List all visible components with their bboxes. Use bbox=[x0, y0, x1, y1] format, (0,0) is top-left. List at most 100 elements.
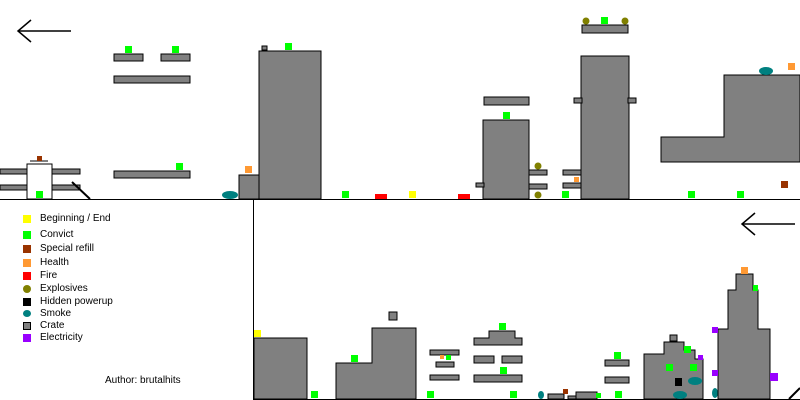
explosives-marker bbox=[534, 162, 542, 170]
ledge bbox=[573, 97, 583, 104]
platform bbox=[604, 376, 630, 384]
convict-marker bbox=[510, 391, 517, 398]
explosives-marker bbox=[534, 191, 542, 199]
square-icon bbox=[23, 298, 31, 306]
platform bbox=[483, 96, 530, 106]
author-credit: Author: brutalhits bbox=[105, 375, 181, 386]
crate-marker bbox=[669, 334, 678, 342]
platform bbox=[581, 24, 629, 34]
building bbox=[253, 337, 308, 400]
platform bbox=[562, 169, 582, 176]
explosives-marker bbox=[582, 17, 590, 25]
ledge bbox=[475, 182, 485, 188]
ramp-line bbox=[788, 387, 800, 400]
smoke-marker bbox=[222, 191, 238, 199]
platform bbox=[113, 75, 191, 84]
convict-marker bbox=[684, 346, 691, 353]
platform bbox=[528, 183, 548, 190]
legend-label: Explosives bbox=[40, 283, 88, 294]
platform bbox=[113, 170, 191, 179]
electricity-marker bbox=[712, 327, 718, 333]
convict-marker bbox=[753, 285, 758, 291]
convict-marker bbox=[690, 364, 697, 371]
convict-marker bbox=[601, 17, 608, 24]
convict-marker bbox=[342, 191, 349, 198]
legend-label: Special refill bbox=[40, 243, 94, 254]
health-marker bbox=[788, 63, 795, 70]
legend-label: Electricity bbox=[40, 332, 83, 343]
convict-marker bbox=[285, 43, 292, 50]
arrow-left-icon bbox=[740, 212, 795, 236]
health-marker bbox=[245, 166, 252, 173]
convict-marker bbox=[36, 191, 43, 198]
convict-marker bbox=[503, 112, 510, 119]
platform bbox=[429, 374, 460, 381]
fire-marker bbox=[375, 194, 387, 199]
ledge bbox=[627, 97, 637, 104]
convict-marker bbox=[125, 46, 132, 53]
legend-label: Beginning / End bbox=[40, 213, 111, 224]
building bbox=[335, 327, 417, 400]
platform bbox=[473, 330, 523, 346]
building bbox=[580, 55, 630, 200]
special-refill-marker bbox=[37, 156, 42, 161]
convict-marker bbox=[562, 191, 569, 198]
convict-marker bbox=[311, 391, 318, 398]
building bbox=[660, 74, 800, 163]
convict-marker bbox=[172, 46, 179, 53]
square-icon bbox=[23, 259, 31, 267]
convict-marker bbox=[446, 355, 451, 360]
building bbox=[575, 391, 598, 400]
convict-marker bbox=[596, 393, 601, 398]
square-icon bbox=[23, 215, 31, 223]
building bbox=[482, 119, 530, 200]
electricity-marker bbox=[712, 370, 718, 376]
arrow-left-icon bbox=[16, 19, 71, 43]
platform bbox=[113, 53, 144, 62]
platform bbox=[429, 349, 460, 356]
platform bbox=[473, 374, 523, 383]
crate-marker bbox=[261, 45, 268, 51]
special-refill-marker bbox=[563, 389, 568, 394]
legend-label: Crate bbox=[40, 320, 65, 331]
oval-icon bbox=[23, 310, 31, 317]
square-icon bbox=[23, 272, 31, 280]
explosives-marker bbox=[621, 17, 629, 25]
circle-icon bbox=[23, 285, 31, 293]
convict-marker bbox=[688, 191, 695, 198]
convict-marker bbox=[614, 352, 621, 359]
electricity-marker bbox=[698, 355, 703, 360]
smoke-marker bbox=[538, 391, 544, 399]
platform bbox=[435, 361, 455, 368]
special-refill-marker bbox=[781, 181, 788, 188]
building bbox=[258, 50, 322, 200]
crate-marker bbox=[388, 311, 398, 321]
crate-icon bbox=[23, 322, 31, 330]
convict-marker bbox=[499, 323, 506, 330]
platform bbox=[528, 169, 548, 176]
square-icon bbox=[23, 245, 31, 253]
convict-marker bbox=[615, 391, 622, 398]
start-end-marker bbox=[409, 191, 416, 198]
smoke-marker bbox=[673, 391, 687, 399]
hidden-powerup-marker bbox=[675, 378, 682, 386]
square-icon bbox=[23, 334, 31, 342]
electricity-marker bbox=[770, 373, 778, 381]
convict-marker bbox=[427, 391, 434, 398]
legend-label: Convict bbox=[40, 229, 74, 240]
start-tower bbox=[0, 160, 91, 200]
square-icon bbox=[23, 231, 31, 239]
convict-marker bbox=[176, 163, 183, 170]
legend-label: Smoke bbox=[40, 308, 72, 319]
convict-marker bbox=[351, 355, 358, 362]
building bbox=[238, 174, 260, 200]
platform bbox=[473, 355, 495, 364]
platform bbox=[501, 355, 523, 364]
building bbox=[717, 273, 771, 400]
platform bbox=[604, 359, 630, 367]
smoke-marker bbox=[688, 377, 702, 385]
health-marker bbox=[440, 355, 444, 359]
start-end-marker bbox=[254, 330, 261, 337]
smoke-marker bbox=[759, 67, 773, 75]
